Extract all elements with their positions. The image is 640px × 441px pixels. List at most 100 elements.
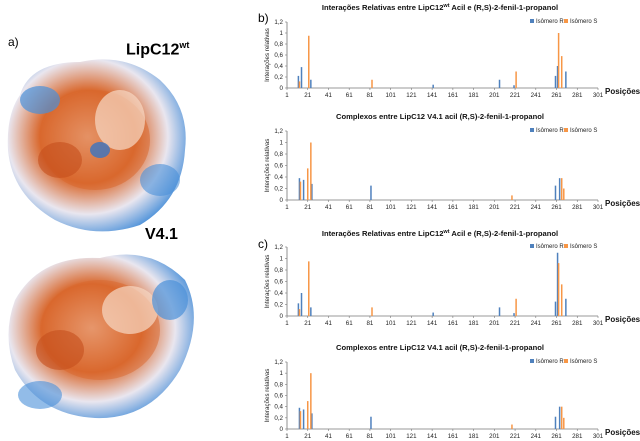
x-tick-label: 281 (572, 433, 583, 440)
y-tick-label: 0 (280, 197, 284, 204)
bar-r (498, 79, 501, 88)
y-tick-label: 0 (280, 85, 284, 92)
y-axis-label: Interações relativas (264, 139, 271, 193)
bar-s (560, 178, 563, 200)
protein-surface-v41 (8, 254, 194, 419)
legend-swatch (564, 19, 568, 23)
x-tick-label: 101 (386, 433, 397, 440)
bar-s (515, 298, 517, 316)
bar-r (554, 75, 557, 88)
bar-s (298, 81, 301, 88)
y-tick-label: 0,4 (274, 63, 283, 70)
x-tick-label: 41 (325, 204, 332, 211)
y-tick-label: 0,4 (274, 174, 283, 181)
y-tick-label: 0,6 (274, 52, 283, 59)
y-tick-label: 1 (280, 140, 284, 147)
bar-r (300, 293, 303, 316)
chart-title: Complexos entre LipC12 V4.1 acil (R,S)-2… (336, 343, 544, 352)
x-tick-label: 161 (448, 433, 459, 440)
chart-title-main: Complexos entre LipC12 V4.1 acil (R,S)-2… (336, 343, 544, 352)
x-tick-label: 241 (531, 320, 542, 327)
x-tick-label: 1 (285, 433, 289, 440)
bar-r (298, 178, 301, 200)
x-tick-label: 201 (489, 320, 500, 327)
bar-r (513, 313, 515, 316)
y-axis-label: Interações relativas (264, 369, 271, 423)
y-tick-label: 1,2 (274, 244, 283, 251)
y-tick-label: 1,2 (274, 19, 283, 26)
x-tick-label: 261 (551, 92, 562, 99)
bar-r (302, 409, 305, 429)
y-tick-label: 0,8 (274, 151, 283, 158)
bar-s (306, 401, 309, 429)
y-tick-label: 0,8 (274, 267, 283, 274)
bar-r (297, 303, 300, 316)
chart-1: Interações Relativas entre LipC12wt Acil… (264, 3, 640, 99)
bar-r (554, 416, 557, 429)
x-tick-label: 41 (325, 320, 332, 327)
x-tick-label: 1 (285, 204, 289, 211)
y-tick-label: 0,8 (274, 41, 283, 48)
y-tick-label: 1,2 (274, 359, 283, 366)
bar-s (557, 263, 560, 316)
x-tick-label: 261 (551, 204, 562, 211)
protein-title-v41: V4.1 (145, 226, 178, 243)
x-tick-label: 141 (427, 320, 438, 327)
bar-r (513, 85, 515, 88)
x-tick-label: 301 (593, 92, 604, 99)
bar-s (310, 142, 312, 200)
bar-s (299, 411, 302, 429)
bar-r (302, 179, 305, 200)
x-tick-label: 201 (489, 92, 500, 99)
x-axis-label: Posições (605, 87, 640, 96)
y-tick-label: 1 (280, 256, 284, 263)
y-tick-label: 0,4 (274, 404, 283, 411)
x-tick-label: 121 (406, 433, 417, 440)
y-tick-label: 0,2 (274, 74, 283, 81)
x-tick-label: 241 (531, 204, 542, 211)
x-tick-label: 201 (489, 204, 500, 211)
chart-4: Complexos entre LipC12 V4.1 acil (R,S)-2… (264, 343, 640, 440)
bar-r (556, 252, 559, 316)
legend-swatch (530, 19, 534, 23)
x-tick-label: 181 (468, 433, 479, 440)
legend-swatch (530, 128, 534, 132)
x-tick-label: 101 (386, 92, 397, 99)
x-tick-label: 121 (406, 204, 417, 211)
y-axis-label: Interações relativas (264, 255, 271, 309)
bar-r (432, 312, 434, 316)
x-tick-label: 101 (386, 204, 397, 211)
protein-name-wt-sup: wt (179, 40, 190, 50)
chart-title-rest: Acil e (R,S)-2-fenil-1-propanol (450, 229, 559, 238)
bar-r (300, 67, 303, 88)
x-tick-label: 21 (304, 92, 311, 99)
panel-label-c: c) (258, 237, 268, 251)
x-tick-label: 21 (304, 433, 311, 440)
protein-title-wt: LipC12wt (126, 40, 189, 59)
chart-3: Interações Relativas entre LipC12wt Acil… (264, 229, 640, 327)
x-tick-label: 21 (304, 320, 311, 327)
bar-s (306, 168, 309, 200)
y-tick-label: 0,2 (274, 415, 283, 422)
x-tick-label: 1 (285, 92, 289, 99)
x-tick-label: 281 (572, 320, 583, 327)
x-tick-label: 1 (285, 320, 289, 327)
x-tick-label: 61 (346, 433, 353, 440)
x-tick-label: 241 (531, 92, 542, 99)
bar-s (371, 307, 373, 316)
bar-s (511, 424, 513, 429)
bar-r (565, 298, 567, 316)
chart-title-sup: wt (442, 229, 449, 235)
x-tick-label: 41 (325, 92, 332, 99)
bar-r (554, 185, 557, 200)
y-tick-label: 0,6 (274, 279, 283, 286)
bar-r (558, 406, 561, 429)
x-tick-label: 221 (510, 433, 521, 440)
bar-s (560, 284, 563, 316)
x-tick-label: 161 (448, 92, 459, 99)
legend-entry: Isômero R (536, 19, 564, 25)
x-tick-label: 181 (468, 92, 479, 99)
x-tick-label: 181 (468, 320, 479, 327)
x-tick-label: 61 (346, 92, 353, 99)
legend-swatch (530, 244, 534, 248)
